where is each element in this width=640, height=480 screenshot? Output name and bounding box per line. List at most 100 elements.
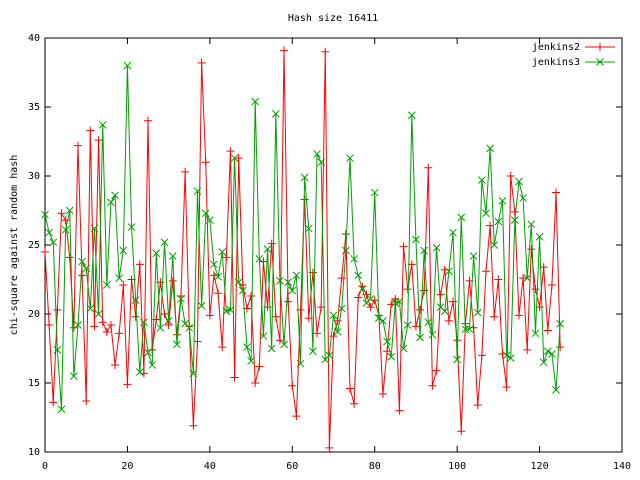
point-marker bbox=[391, 299, 400, 307]
point-marker bbox=[111, 191, 119, 200]
point-marker bbox=[115, 274, 124, 282]
point-marker bbox=[222, 253, 231, 262]
chart-title: Hash size 16411 bbox=[288, 13, 378, 24]
point-marker bbox=[304, 224, 313, 233]
point-marker bbox=[436, 290, 445, 299]
point-marker bbox=[160, 238, 169, 247]
point-marker bbox=[407, 111, 416, 120]
legend-marker bbox=[596, 58, 604, 66]
point-marker bbox=[238, 286, 247, 295]
point-marker bbox=[366, 303, 375, 312]
point-marker bbox=[280, 340, 288, 349]
point-marker bbox=[317, 158, 325, 167]
point-marker bbox=[391, 294, 400, 303]
point-marker bbox=[53, 346, 62, 354]
point-marker bbox=[453, 355, 461, 364]
point-marker bbox=[539, 358, 548, 367]
y-tick-label: 40 bbox=[28, 33, 40, 44]
point-marker bbox=[123, 61, 132, 70]
point-marker bbox=[486, 221, 495, 230]
point-marker bbox=[205, 311, 214, 320]
point-marker bbox=[218, 343, 227, 352]
point-marker bbox=[234, 154, 243, 163]
point-marker bbox=[556, 319, 565, 328]
point-marker bbox=[350, 254, 358, 263]
point-marker bbox=[193, 337, 202, 346]
point-marker bbox=[350, 399, 359, 408]
point-marker bbox=[78, 257, 86, 266]
point-marker bbox=[78, 271, 87, 280]
point-marker bbox=[424, 318, 433, 327]
point-marker bbox=[41, 247, 49, 256]
y-tick-label: 35 bbox=[28, 102, 40, 113]
point-marker bbox=[510, 207, 519, 216]
point-marker bbox=[337, 274, 346, 283]
point-marker bbox=[403, 321, 412, 329]
point-marker bbox=[482, 209, 490, 218]
point-marker bbox=[440, 307, 449, 316]
legend-marker bbox=[596, 43, 604, 51]
point-marker bbox=[395, 297, 404, 306]
point-marker bbox=[201, 158, 210, 167]
point-marker bbox=[49, 398, 58, 407]
point-marker bbox=[255, 254, 264, 263]
point-marker bbox=[94, 310, 103, 318]
point-marker bbox=[86, 304, 95, 313]
point-marker bbox=[284, 297, 293, 306]
y-tick-label: 15 bbox=[28, 378, 40, 389]
point-marker bbox=[387, 352, 396, 361]
point-marker bbox=[428, 330, 437, 339]
point-marker bbox=[73, 141, 82, 150]
point-marker bbox=[486, 144, 494, 153]
point-marker bbox=[49, 238, 58, 247]
point-marker bbox=[494, 275, 503, 284]
point-marker bbox=[420, 246, 429, 255]
point-marker bbox=[259, 332, 268, 340]
point-marker bbox=[473, 401, 482, 410]
point-marker bbox=[519, 194, 527, 202]
point-marker bbox=[164, 317, 173, 325]
point-marker bbox=[148, 361, 157, 369]
point-marker bbox=[469, 252, 478, 260]
x-tick-label: 100 bbox=[448, 461, 466, 472]
x-tick-label: 120 bbox=[531, 461, 549, 472]
point-marker bbox=[416, 333, 424, 342]
point-marker bbox=[514, 311, 523, 320]
point-marker bbox=[515, 177, 523, 186]
point-marker bbox=[247, 292, 256, 301]
point-marker bbox=[251, 379, 260, 387]
legend-label: jenkins3 bbox=[532, 57, 580, 68]
point-marker bbox=[412, 235, 420, 244]
point-marker bbox=[325, 351, 334, 360]
point-marker bbox=[333, 328, 342, 336]
point-marker bbox=[123, 380, 132, 389]
point-marker bbox=[102, 327, 111, 336]
point-marker bbox=[226, 306, 235, 314]
point-marker bbox=[267, 344, 276, 353]
point-marker bbox=[189, 421, 198, 430]
point-marker bbox=[313, 329, 322, 338]
point-marker bbox=[494, 217, 503, 226]
point-marker bbox=[61, 225, 70, 234]
point-marker bbox=[181, 167, 190, 176]
y-axis-label: chi-square against random hash bbox=[9, 155, 20, 336]
point-marker bbox=[432, 243, 441, 252]
point-marker bbox=[519, 274, 528, 283]
point-marker bbox=[543, 326, 552, 335]
point-marker bbox=[341, 229, 350, 238]
point-marker bbox=[173, 340, 181, 349]
point-marker bbox=[69, 372, 78, 380]
point-marker bbox=[168, 252, 177, 260]
point-marker bbox=[366, 294, 375, 303]
point-marker bbox=[481, 267, 490, 276]
point-marker bbox=[300, 173, 309, 182]
point-marker bbox=[45, 228, 53, 237]
point-marker bbox=[523, 274, 532, 282]
point-marker bbox=[523, 345, 532, 354]
point-marker bbox=[309, 347, 317, 356]
point-marker bbox=[321, 47, 330, 56]
point-marker bbox=[57, 209, 66, 218]
point-marker bbox=[552, 188, 561, 197]
point-marker bbox=[449, 228, 457, 237]
